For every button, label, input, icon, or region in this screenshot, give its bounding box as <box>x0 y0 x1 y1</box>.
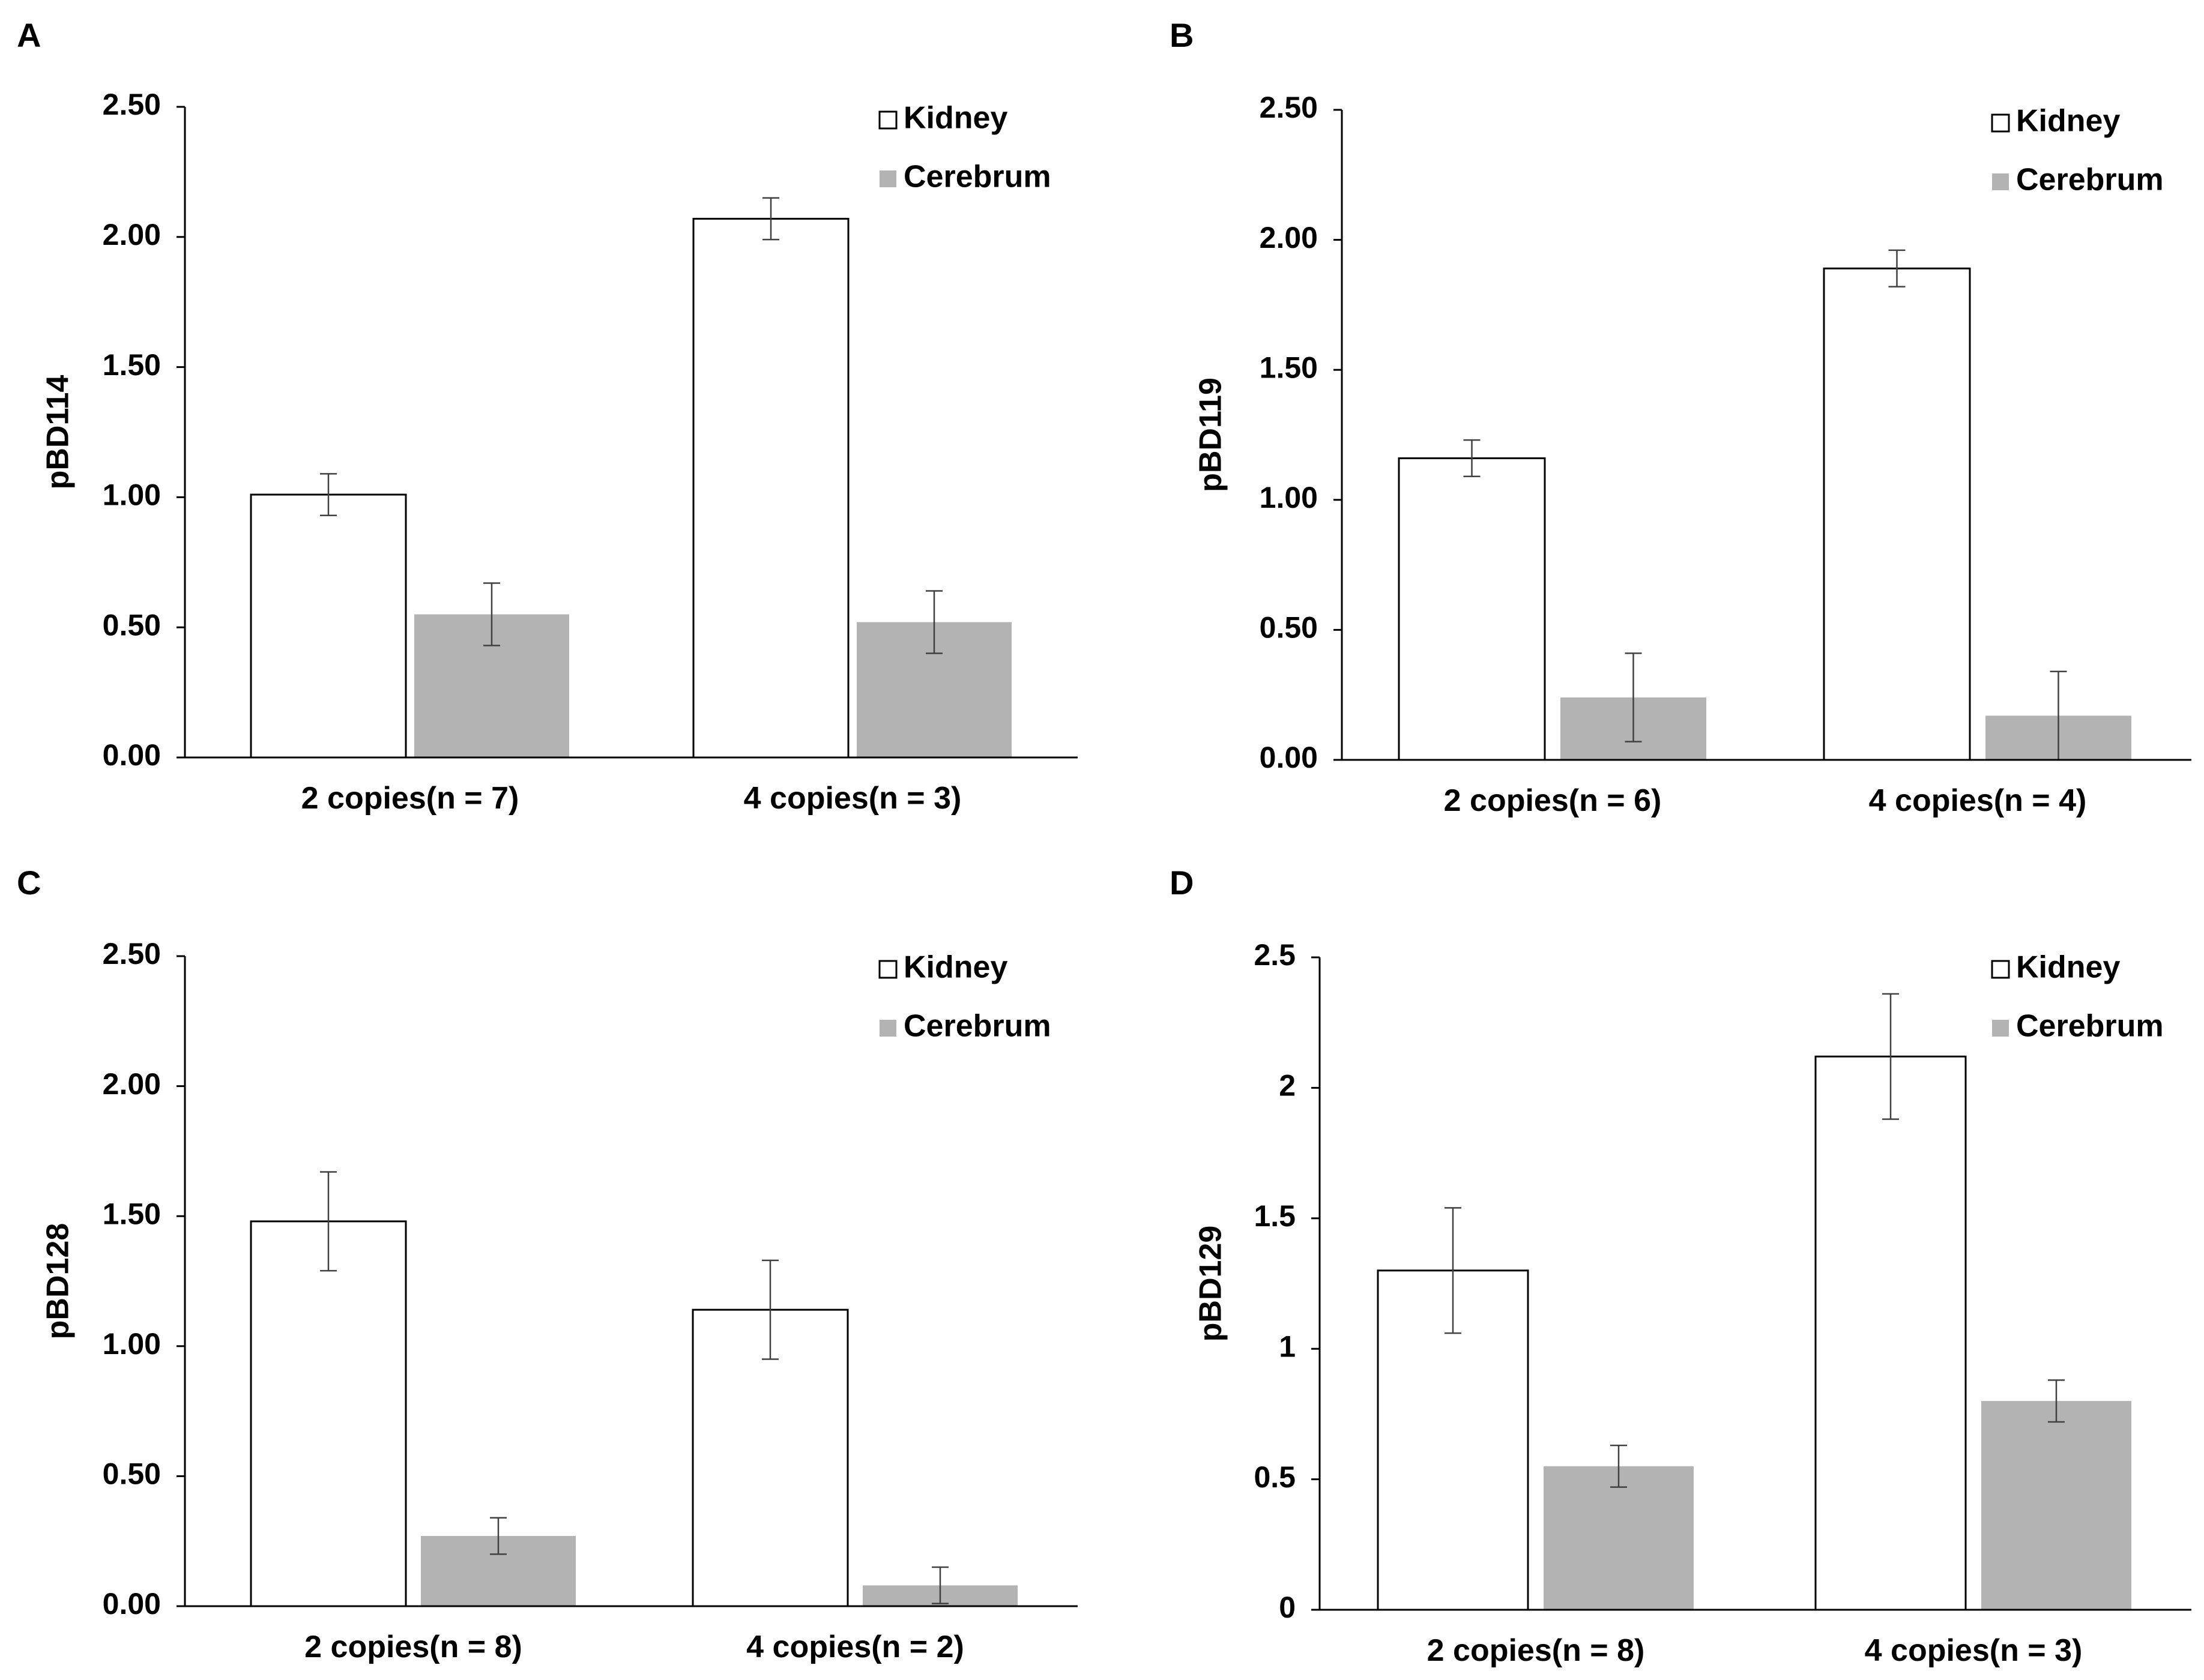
legend-swatch-cerebrum <box>880 170 896 187</box>
legend-swatch-cerebrum <box>1992 1020 2009 1037</box>
y-tick-label: 0.00 <box>1260 741 1318 774</box>
y-tick-label: 1 <box>1279 1329 1296 1363</box>
bar-cerebrum <box>1544 1466 1694 1610</box>
legend-label-cerebrum: Cerebrum <box>904 1009 1051 1044</box>
legend-swatch-cerebrum <box>1992 173 2009 190</box>
y-tick-label: 1.50 <box>103 348 161 382</box>
y-tick-label: 0 <box>1279 1591 1296 1624</box>
y-tick-label: 0.50 <box>103 1457 161 1491</box>
bar-cerebrum <box>1981 1401 2131 1610</box>
y-axis-title: pBD129 <box>1194 1226 1228 1342</box>
legend-label-kidney: Kidney <box>904 950 1007 985</box>
legend: Kidney Cerebrum <box>878 950 1051 1044</box>
bar-kidney <box>250 493 407 759</box>
bar-kidney <box>1398 457 1546 761</box>
y-tick-label: 2.00 <box>1260 221 1318 254</box>
y-tick-label: 0.00 <box>103 738 161 772</box>
y-tick-label: 0.50 <box>103 608 161 642</box>
legend-swatch-kidney <box>878 110 898 130</box>
y-tick-label: 2.00 <box>103 218 161 251</box>
y-tick-label: 1.50 <box>103 1197 161 1230</box>
y-tick-label: 2.00 <box>103 1067 161 1101</box>
bar-kidney <box>692 217 850 759</box>
y-axis-title: pBD119 <box>1194 378 1228 492</box>
y-tick-label: 0.5 <box>1254 1460 1296 1494</box>
legend-label-cerebrum: Cerebrum <box>904 160 1051 194</box>
x-category-label: 2 copies(n = 7) <box>301 781 519 816</box>
panel-letter: B <box>1170 16 1194 54</box>
legend: Kidney Cerebrum <box>1991 104 2164 197</box>
y-tick-label: 1.50 <box>1260 351 1318 384</box>
y-tick-label: 2.50 <box>1260 91 1318 124</box>
legend-label-kidney: Kidney <box>2016 104 2120 139</box>
legend-label-kidney: Kidney <box>904 101 1007 136</box>
legend-label-cerebrum: Cerebrum <box>2016 1009 2164 1044</box>
x-category-label: 2 copies(n = 6) <box>1444 783 1662 818</box>
legend-swatch-kidney <box>878 960 898 979</box>
legend-swatch-kidney <box>1991 960 2010 979</box>
x-category-label: 4 copies(n = 4) <box>1869 783 2087 818</box>
x-category-label: 2 copies(n = 8) <box>1427 1633 1645 1668</box>
legend-swatch-cerebrum <box>880 1020 896 1037</box>
legend: Kidney Cerebrum <box>1991 950 2164 1044</box>
x-category-label: 4 copies(n = 2) <box>746 1630 964 1664</box>
x-category-label: 4 copies(n = 3) <box>744 781 962 816</box>
legend-label-kidney: Kidney <box>2016 950 2120 985</box>
x-category-label: 2 copies(n = 8) <box>304 1630 522 1664</box>
panel-letter: A <box>17 16 41 54</box>
y-tick-label: 1.5 <box>1254 1199 1296 1233</box>
legend: Kidney Cerebrum <box>878 101 1051 194</box>
bar-kidney <box>250 1220 407 1607</box>
y-tick-label: 2.50 <box>103 937 161 971</box>
y-tick-label: 1.00 <box>103 1327 161 1361</box>
y-tick-label: 2.50 <box>103 88 161 121</box>
panel-letter: D <box>1170 864 1194 902</box>
y-tick-label: 2 <box>1279 1069 1296 1103</box>
y-tick-label: 1.00 <box>103 478 161 512</box>
legend-swatch-kidney <box>1991 113 2010 133</box>
bar-kidney <box>1823 267 1971 761</box>
legend-label-cerebrum: Cerebrum <box>2016 163 2164 197</box>
y-tick-label: 0.00 <box>103 1587 161 1621</box>
y-tick-label: 1.00 <box>1260 481 1318 514</box>
y-axis-title: pBD128 <box>41 1223 76 1340</box>
y-axis-title: pBD114 <box>41 375 76 490</box>
x-category-label: 4 copies(n = 3) <box>1865 1633 2083 1668</box>
bar-kidney <box>1814 1055 1967 1611</box>
panel-letter: C <box>17 864 41 902</box>
y-tick-label: 2.5 <box>1254 938 1296 972</box>
y-tick-label: 0.50 <box>1260 611 1318 645</box>
